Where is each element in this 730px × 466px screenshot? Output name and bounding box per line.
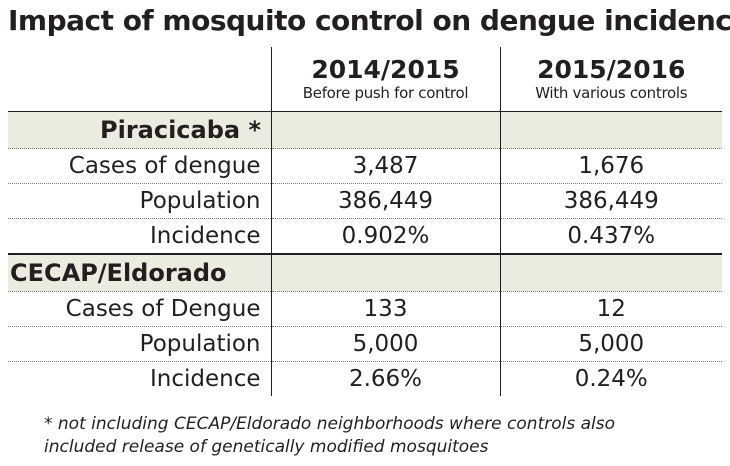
section-header-piracicaba: Piracicaba * [8,111,722,149]
row-label: Incidence [149,223,261,249]
section-header-cecap-eldorado: CECAP/Eldorado [8,253,722,292]
dengue-table: 2014/2015 Before push for control 2015/2… [8,47,722,396]
table-header-row: 2014/2015 Before push for control 2015/2… [8,47,722,112]
table-row: Cases of Dengue 133 12 [8,291,722,327]
row-label: Cases of dengue [8,148,271,184]
section-label: CECAP/Eldorado [8,253,271,292]
cell-value: 0.24% [499,361,722,396]
section-empty-cell [499,253,722,292]
row-label: Population [8,326,271,362]
section-empty-cell [499,111,722,149]
column-header-2015-2016: 2015/2016 With various controls [499,47,722,112]
header-blank-cell [8,47,271,112]
footnote-line: * not including CECAP/Eldorado neighborh… [44,414,616,434]
section-label: Piracicaba * [8,111,271,149]
row-label: Population [8,183,271,219]
cell-value: 2.66% [270,361,500,396]
cell-value: 386,449 [270,183,500,219]
cell-value: 133 [270,291,500,327]
cell-value: 3,487 [270,148,500,184]
table-row: Population 386,449 386,449 [8,183,722,219]
column-year: 2015/2016 [537,55,686,84]
cell-value: 5,000 [270,326,500,362]
row-label: Cases of Dengue [8,291,271,327]
cell-value: 0.437% [499,218,722,254]
column-header-2014-2015: 2014/2015 Before push for control [270,47,500,112]
footnote: * not including CECAP/Eldorado neighborh… [44,413,615,459]
section-empty-cell [270,253,500,292]
column-year: 2014/2015 [311,55,460,84]
cell-value: 386,449 [499,183,722,219]
cell-value: 5,000 [499,326,722,362]
cell-value: 1,676 [499,148,722,184]
page-title: Impact of mosquito control on dengue inc… [8,4,730,37]
footnote-line: included release of genetically modified… [44,437,489,457]
table-row: Incidence 2.66% 0.24% [8,361,722,396]
row-label: Incidence [149,366,261,392]
column-subtitle: With various controls [535,84,688,102]
column-subtitle: Before push for control [302,84,469,102]
cell-value: 0.902% [270,218,500,254]
table-row: Cases of dengue 3,487 1,676 [8,148,722,184]
section-empty-cell [270,111,500,149]
table-row: Incidence 0.902% 0.437% [8,218,722,254]
cell-value: 12 [499,291,722,327]
table-row: Population 5,000 5,000 [8,326,722,362]
